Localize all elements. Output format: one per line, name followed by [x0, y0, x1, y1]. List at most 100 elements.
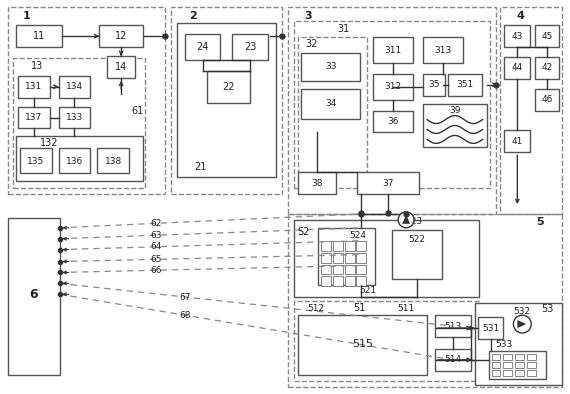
- Bar: [503, 370, 512, 376]
- Bar: [515, 354, 524, 360]
- Text: 67: 67: [180, 293, 191, 301]
- Text: 137: 137: [25, 113, 42, 122]
- Bar: [16, 136, 143, 181]
- Bar: [356, 253, 367, 262]
- Bar: [491, 354, 500, 360]
- Bar: [392, 230, 442, 279]
- Text: 45: 45: [542, 32, 553, 41]
- Bar: [97, 149, 129, 173]
- Text: 12: 12: [115, 31, 127, 41]
- Bar: [345, 253, 355, 262]
- Bar: [333, 277, 343, 286]
- Bar: [527, 370, 536, 376]
- Circle shape: [514, 315, 531, 333]
- Text: 44: 44: [512, 63, 523, 72]
- Bar: [448, 74, 482, 96]
- Bar: [333, 241, 343, 251]
- Text: 4: 4: [516, 11, 524, 21]
- Bar: [294, 21, 490, 188]
- Bar: [488, 351, 546, 379]
- Bar: [301, 53, 360, 81]
- Text: 11: 11: [32, 31, 45, 41]
- Bar: [333, 264, 343, 275]
- Bar: [535, 89, 559, 111]
- Text: 131: 131: [25, 82, 42, 91]
- Bar: [99, 25, 143, 47]
- Bar: [59, 107, 91, 128]
- Bar: [177, 23, 276, 177]
- Bar: [298, 37, 368, 172]
- Bar: [18, 76, 50, 98]
- Text: 43: 43: [512, 32, 523, 41]
- Bar: [298, 172, 336, 194]
- Bar: [107, 56, 135, 78]
- Text: 1: 1: [23, 11, 31, 21]
- Bar: [8, 7, 165, 194]
- Bar: [504, 130, 530, 152]
- Bar: [321, 264, 331, 275]
- Text: 511: 511: [397, 304, 415, 313]
- Text: 33: 33: [325, 62, 336, 71]
- Bar: [301, 89, 360, 119]
- Text: 134: 134: [66, 82, 83, 91]
- Text: 41: 41: [512, 137, 523, 146]
- Text: 351: 351: [456, 80, 473, 89]
- Bar: [491, 362, 500, 368]
- Bar: [423, 104, 487, 147]
- Text: 132: 132: [40, 138, 59, 149]
- Bar: [317, 228, 376, 285]
- Bar: [535, 57, 559, 79]
- Text: 514: 514: [444, 355, 461, 364]
- Bar: [356, 264, 367, 275]
- Text: 313: 313: [434, 46, 451, 54]
- Bar: [8, 218, 60, 375]
- Bar: [16, 25, 62, 47]
- Bar: [504, 57, 530, 79]
- Text: 13: 13: [31, 61, 43, 71]
- Text: 23: 23: [244, 42, 256, 52]
- Bar: [59, 76, 91, 98]
- Text: 65: 65: [150, 255, 162, 264]
- Text: 14: 14: [115, 62, 127, 72]
- Bar: [491, 370, 500, 376]
- Text: 68: 68: [180, 311, 191, 320]
- Text: S2: S2: [298, 227, 310, 237]
- Text: 311: 311: [385, 46, 402, 54]
- Bar: [504, 25, 530, 47]
- Bar: [527, 354, 536, 360]
- Bar: [435, 315, 471, 337]
- Bar: [435, 349, 471, 371]
- Bar: [321, 277, 331, 286]
- Text: 3: 3: [304, 11, 312, 21]
- Bar: [18, 107, 50, 128]
- Text: 521: 521: [359, 286, 376, 295]
- Text: 533: 533: [495, 340, 512, 349]
- Text: 524: 524: [349, 231, 366, 240]
- Text: 522: 522: [409, 235, 426, 244]
- Text: 2: 2: [189, 11, 197, 21]
- Text: 35: 35: [428, 80, 439, 89]
- Bar: [423, 37, 463, 63]
- Text: 38: 38: [311, 178, 323, 188]
- Bar: [373, 74, 413, 100]
- Text: 46: 46: [542, 95, 553, 104]
- Bar: [345, 277, 355, 286]
- Text: 64: 64: [150, 242, 162, 251]
- Text: 531: 531: [482, 323, 499, 333]
- Text: 37: 37: [382, 178, 394, 188]
- Text: 53: 53: [541, 304, 553, 314]
- Bar: [535, 25, 559, 47]
- Text: 6: 6: [30, 288, 38, 301]
- Text: 136: 136: [66, 157, 83, 166]
- Text: 5: 5: [536, 217, 544, 227]
- Polygon shape: [518, 320, 526, 328]
- Bar: [294, 220, 479, 297]
- Text: 39: 39: [449, 106, 461, 115]
- Text: 138: 138: [104, 157, 122, 166]
- Bar: [345, 241, 355, 251]
- Text: 42: 42: [542, 63, 553, 72]
- Text: 31: 31: [337, 24, 350, 34]
- Bar: [20, 149, 52, 173]
- Bar: [373, 37, 413, 63]
- Bar: [356, 241, 367, 251]
